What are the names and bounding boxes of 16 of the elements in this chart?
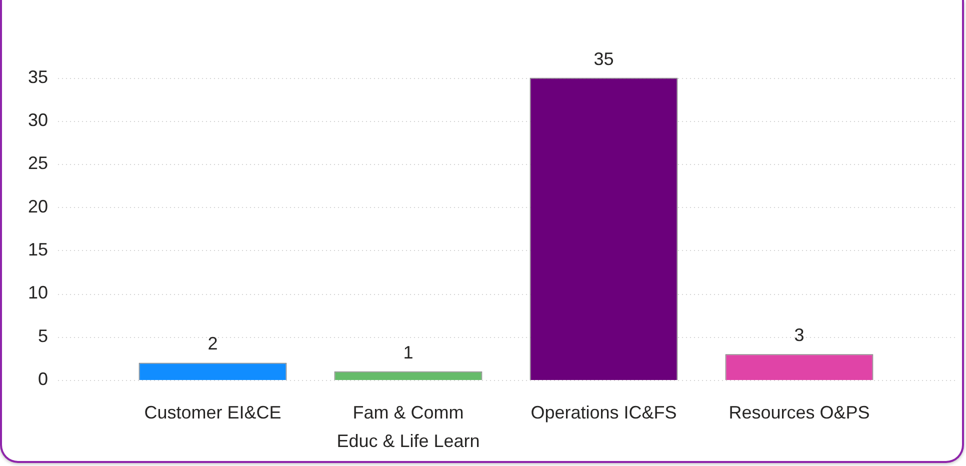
x-tick-label: Fam & Comm Educ & Life Learn bbox=[336, 402, 480, 452]
y-tick-label: 0 bbox=[38, 368, 48, 389]
y-tick-label: 5 bbox=[38, 326, 48, 346]
data-label: 3 bbox=[794, 325, 804, 346]
x-tick-label: Customer EI&CE bbox=[144, 402, 282, 422]
x-tick-label: Resources O&PS bbox=[728, 402, 870, 422]
y-tick-label: 10 bbox=[28, 282, 48, 303]
y-tick-label: 25 bbox=[28, 153, 48, 174]
y-tick-label: 15 bbox=[28, 239, 48, 260]
data-label: 1 bbox=[403, 342, 414, 362]
data-label: 35 bbox=[594, 48, 614, 69]
data-label: 2 bbox=[208, 334, 218, 354]
y-tick-label: 30 bbox=[28, 110, 48, 130]
y-tick-label: 35 bbox=[28, 66, 48, 87]
x-tick-label: Operations IC&FS bbox=[530, 402, 677, 422]
y-tick-label: 20 bbox=[28, 196, 48, 216]
